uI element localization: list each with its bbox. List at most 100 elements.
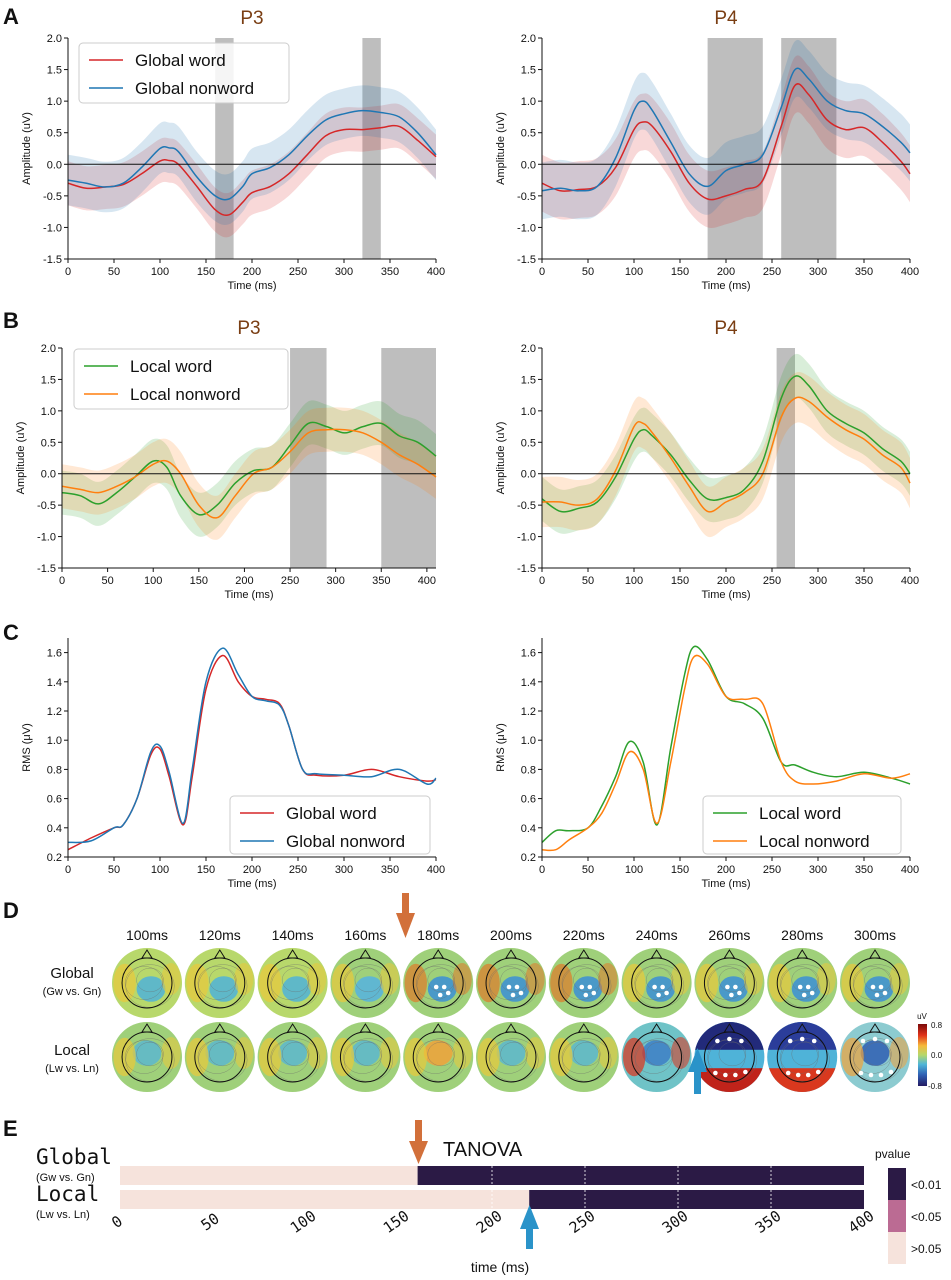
significant-electrode (733, 984, 738, 990)
significant-electrode (739, 1038, 744, 1044)
y-tick-label: 0.0 (521, 159, 536, 171)
pvalue-legend-label: <0.05 (911, 1210, 942, 1224)
y-tick-label: -1.0 (517, 532, 536, 544)
x-tick-label: 300 (809, 266, 827, 278)
tanova-panel: Global (Gw vs. Gn)Local (Lw vs. Ln) 0 50 100 1… (36, 1145, 942, 1275)
nose-marker (796, 949, 809, 959)
significant-electrode (870, 984, 876, 990)
significant-electrode (583, 992, 589, 998)
y-tick-label: 1.4 (521, 677, 536, 689)
nose-marker (213, 949, 226, 959)
nose-marker (432, 1023, 445, 1033)
nose-marker (286, 1023, 299, 1033)
panel-letter-c: C (3, 620, 19, 645)
tanova-x-tick-label: 50 (198, 1209, 223, 1234)
significant-electrode (725, 984, 730, 990)
y-axis-label: RMS (μV) (495, 723, 507, 772)
significant-electrode (723, 1072, 728, 1078)
legend-box (702, 795, 902, 855)
x-tick-label: 150 (197, 266, 215, 278)
series-line (541, 654, 911, 852)
y-tick-label: 1.2 (521, 706, 536, 718)
y-tick-label: 1.0 (47, 735, 62, 747)
pvalue-legend-swatch (888, 1232, 906, 1264)
y-tick-label: -0.5 (517, 500, 536, 512)
significant-electrode (713, 1070, 718, 1076)
topomap (548, 1022, 619, 1092)
significant-electrode (882, 990, 888, 996)
significant-electrode (868, 1072, 874, 1078)
topomap (257, 1022, 328, 1092)
nose-marker (869, 1023, 881, 1033)
significant-electrode (591, 990, 597, 996)
y-tick-label: 1.5 (521, 374, 536, 386)
significant-electrode (805, 1072, 811, 1078)
topomap-field (767, 948, 838, 1018)
tanova-x-tick-label: 250 (566, 1207, 599, 1237)
colorbar-gradient (918, 1024, 927, 1086)
y-tick-label: 1.0 (521, 96, 536, 108)
topomap-field (548, 1022, 619, 1092)
y-tick-label: 2.0 (521, 343, 536, 355)
topomap (840, 948, 910, 1018)
chart-title: P4 (714, 8, 738, 29)
chart-c-local-rms: 0 50 100 150 200 250 300 350 400 0.2 0.4 0.6 0.8 1.0 1… (495, 638, 919, 890)
y-tick-label: -1.5 (37, 563, 56, 575)
y-tick-label: 2.0 (41, 343, 56, 355)
topomap-field (840, 948, 910, 1018)
series-line (541, 396, 911, 513)
tanova-x-tick-label: 0 (108, 1212, 126, 1232)
x-tick-label: 100 (151, 266, 169, 278)
confidence-band (542, 55, 910, 229)
x-tick-label: 50 (101, 575, 113, 587)
significant-electrode (660, 984, 665, 990)
tanova-label: TANOVA (443, 1139, 523, 1161)
x-tick-label: 250 (763, 575, 781, 587)
topomap (840, 1022, 910, 1092)
significant-electrode (809, 990, 815, 996)
topo-time-label: 200ms (490, 927, 532, 943)
topomap (621, 1022, 692, 1092)
significant-electrode (664, 990, 669, 996)
topomap (767, 948, 838, 1018)
tanova-nonsignificant-segment (120, 1166, 418, 1185)
topomap (330, 948, 401, 1018)
y-tick-label: 0.8 (47, 764, 62, 776)
topo-time-label: 180ms (417, 927, 459, 943)
x-tick-label: 150 (197, 864, 215, 876)
pvalue-legend-label: >0.05 (911, 1242, 942, 1256)
y-tick-label: 0.5 (521, 128, 536, 140)
y-tick-label: -0.5 (517, 191, 536, 203)
significant-electrode (888, 1069, 894, 1075)
significant-electrode (514, 984, 520, 990)
y-tick-label: 0.4 (521, 823, 536, 835)
series-line (541, 67, 911, 192)
tanova-x-tick-label: 200 (473, 1207, 506, 1237)
tanova-row-label: Global (36, 1145, 112, 1169)
nose-marker (359, 1023, 372, 1033)
x-tick-label: 200 (717, 864, 735, 876)
y-tick-label: 1.0 (521, 735, 536, 747)
y-tick-label: 1.4 (47, 677, 62, 689)
significant-electrode (441, 984, 447, 990)
nose-marker (796, 1023, 809, 1033)
significant-electrode (874, 992, 880, 998)
topomap-field (403, 948, 474, 1018)
y-tick-label: 1.6 (47, 648, 62, 660)
topo-row-sub-local: (Lw vs. Ln) (45, 1063, 99, 1075)
topomap-field (112, 1022, 182, 1092)
topomap-grid: 100ms 120ms 140ms 160ms 180ms 200ms 220ms 240ms… (112, 927, 910, 1092)
tanova-row-sub: (Gw vs. Gn) (36, 1172, 95, 1184)
x-tick-label: 250 (281, 575, 299, 587)
x-tick-label: 400 (901, 266, 919, 278)
topo-time-label: 280ms (781, 927, 823, 943)
topomap-field (476, 948, 546, 1018)
panel-letter-d: D (3, 898, 19, 923)
x-tick-label: 250 (763, 864, 781, 876)
significant-electrode (729, 992, 734, 998)
x-tick-label: 300 (335, 864, 353, 876)
topomap-field (621, 1022, 692, 1092)
y-axis-label: Amplitude (uV) (21, 112, 33, 185)
pvalue-legend-swatch (888, 1168, 906, 1200)
legend-label: Global word (135, 51, 226, 70)
